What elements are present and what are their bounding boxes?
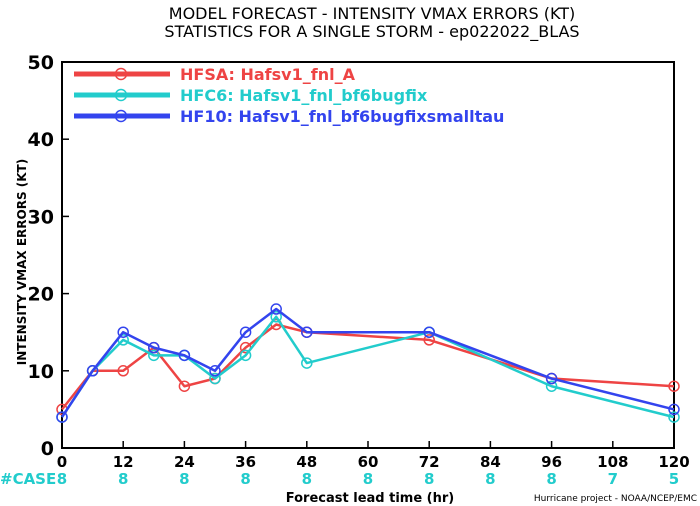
data-point (545, 380, 558, 392)
case-count: 8 (546, 470, 556, 488)
case-count: 7 (608, 470, 618, 488)
series-2 (56, 311, 680, 423)
data-point (178, 380, 191, 392)
case-count: 8 (57, 470, 67, 488)
case-count: 8 (302, 470, 312, 488)
series-line (61, 323, 675, 411)
data-point (668, 411, 680, 423)
y-tick-label: 10 (28, 361, 54, 383)
x-tick-label: 24 (174, 453, 195, 471)
case-count: 5 (669, 470, 679, 488)
y-tick-label: 0 (41, 438, 54, 460)
case-count: 8 (485, 470, 495, 488)
legend-label: HFC6: Hafsv1_fnl_bf6bugfix (180, 86, 428, 105)
legend-swatch-marker (114, 109, 128, 123)
series-1 (56, 318, 680, 416)
x-tick-label: 60 (358, 453, 379, 471)
case-count: 8 (240, 470, 250, 488)
case-count: 8 (179, 470, 189, 488)
x-tick-label: 0 (57, 453, 67, 471)
data-point (178, 349, 191, 362)
y-tick-label: 30 (28, 206, 54, 228)
case-count-row: #CASE 8 8 8 8 8 8 8 8 8 7 5 (0, 470, 679, 488)
legend-swatch-marker (114, 88, 128, 102)
data-point (423, 326, 435, 338)
legend-label: HFSA: Hafsv1_fnl_A (180, 65, 356, 84)
x-tick-label: 120 (658, 453, 689, 471)
x-tick-label: 108 (597, 453, 628, 471)
y-tick-label: 40 (28, 129, 54, 151)
y-axis-label: INTENSITY VMAX ERRORS (KT) (15, 159, 29, 365)
case-count: 8 (118, 470, 128, 488)
data-point (270, 311, 282, 323)
legend: HFSA: Hafsv1_fnl_A HFC6: Hafsv1_fnl_bf6bu… (74, 65, 504, 126)
x-tick-label: 48 (296, 453, 317, 471)
case-count: 8 (363, 470, 373, 488)
x-tick-label: 36 (235, 453, 256, 471)
y-tick-label: 50 (28, 52, 54, 74)
data-point (148, 341, 160, 354)
chart-title: MODEL FORECAST - INTENSITY VMAX ERRORS (… (169, 4, 575, 23)
credit-text: Hurricane project - NOAA/NCEP/EMC (534, 494, 697, 504)
x-axis-label: Forecast lead time (hr) (286, 491, 454, 506)
data-point (668, 403, 680, 416)
data-point (209, 365, 221, 377)
data-point (301, 357, 313, 369)
x-tick-label: 96 (541, 453, 562, 471)
case-label: #CASE (0, 470, 56, 488)
y-tick-label: 20 (28, 284, 54, 306)
data-point (117, 365, 129, 377)
chart-subtitle: STATISTICS FOR A SINGLE STORM - ep022022… (164, 22, 579, 42)
case-count: 8 (424, 470, 434, 488)
data-point (668, 380, 680, 392)
x-tick-label: 12 (113, 453, 134, 471)
legend-swatch-marker (114, 67, 128, 81)
legend-label: HF10: Hafsv1_fnl_bf6bugfixsmalltau (180, 107, 504, 126)
series-3 (56, 303, 680, 423)
data-point (239, 326, 252, 338)
series-line (60, 307, 675, 418)
data-point (117, 326, 129, 338)
data-point (301, 326, 313, 338)
x-tick-label: 84 (480, 453, 501, 471)
data-point (423, 334, 435, 346)
data-point (209, 372, 221, 385)
data-point (86, 365, 99, 377)
data-point (270, 303, 282, 315)
x-tick-label: 72 (419, 453, 440, 471)
data-point (148, 349, 160, 362)
data-point (545, 372, 558, 385)
data-point (239, 349, 252, 362)
data-point (56, 411, 68, 423)
